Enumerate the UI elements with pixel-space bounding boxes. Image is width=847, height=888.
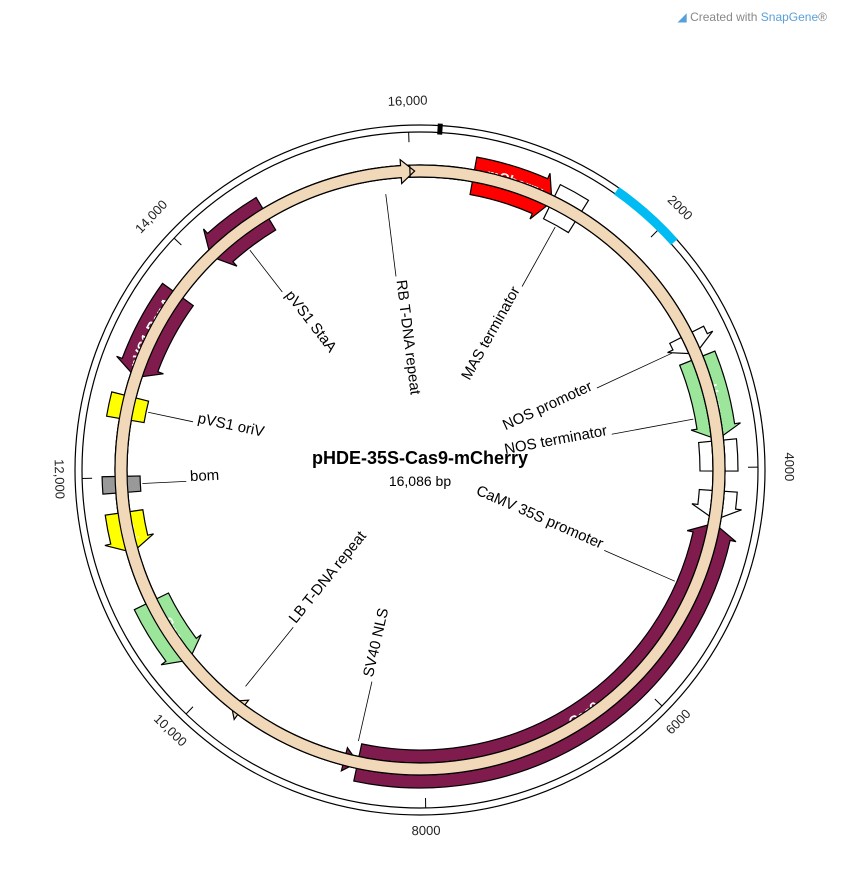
feature-label-sv40-nls: SV40 NLS bbox=[360, 607, 392, 679]
plasmid-map: 200040006000800010,00012,00014,00016,000… bbox=[0, 0, 847, 888]
leader-line bbox=[386, 194, 396, 276]
feature-label-camv-35s-promoter: CaMV 35S promoter bbox=[474, 482, 606, 552]
snapgene-watermark: ◢ Created with SnapGene® bbox=[678, 10, 828, 24]
scale-label: 4000 bbox=[782, 452, 797, 481]
origin-marker bbox=[440, 124, 441, 135]
watermark-icon: ◢ bbox=[678, 10, 691, 24]
scale-label: 16,000 bbox=[387, 93, 427, 109]
leader-line bbox=[604, 550, 675, 581]
leader-line bbox=[358, 682, 372, 741]
watermark-suffix: ® bbox=[818, 10, 827, 24]
leader-line bbox=[612, 419, 694, 434]
scale-label: 2000 bbox=[665, 192, 696, 223]
leader-line bbox=[250, 250, 282, 292]
scale-tick bbox=[655, 699, 662, 706]
scale-tick bbox=[174, 238, 181, 245]
scale-label: 12,000 bbox=[52, 459, 68, 499]
leader-line bbox=[246, 627, 294, 686]
scale-tick bbox=[186, 707, 193, 714]
feature-label-bom: bom bbox=[190, 467, 220, 485]
feature-cyan-region bbox=[617, 191, 675, 242]
feature-label-lb-t-dna-repeat: LB T-DNA repeat bbox=[286, 527, 371, 626]
feature-label-mas-terminator: MAS terminator bbox=[458, 284, 524, 383]
leader-line bbox=[148, 412, 193, 422]
scale-label: 14,000 bbox=[132, 197, 170, 236]
scale-label: 10,000 bbox=[151, 711, 190, 749]
feature-label-rb-t-dna-repeat: RB T-DNA repeat bbox=[393, 279, 424, 397]
plasmid-name: pHDE-35S-Cas9-mCherry bbox=[312, 448, 528, 468]
scale-tick bbox=[651, 230, 658, 237]
watermark-prefix: Created with bbox=[690, 10, 761, 24]
watermark-brand: SnapGene bbox=[761, 10, 818, 24]
inner-ring bbox=[82, 132, 758, 808]
feature-label-pvs1-staa: pVS1 StaA bbox=[282, 287, 340, 355]
feature-label-pvs1-oriv: pVS1 oriV bbox=[196, 410, 266, 441]
plasmid-size: 16,086 bp bbox=[389, 473, 451, 489]
leader-line bbox=[142, 481, 186, 483]
leader-line bbox=[522, 227, 555, 286]
feature-label-nos-promoter: NOS promoter bbox=[500, 378, 595, 434]
leader-line bbox=[597, 353, 672, 388]
scale-label: 8000 bbox=[411, 823, 440, 838]
